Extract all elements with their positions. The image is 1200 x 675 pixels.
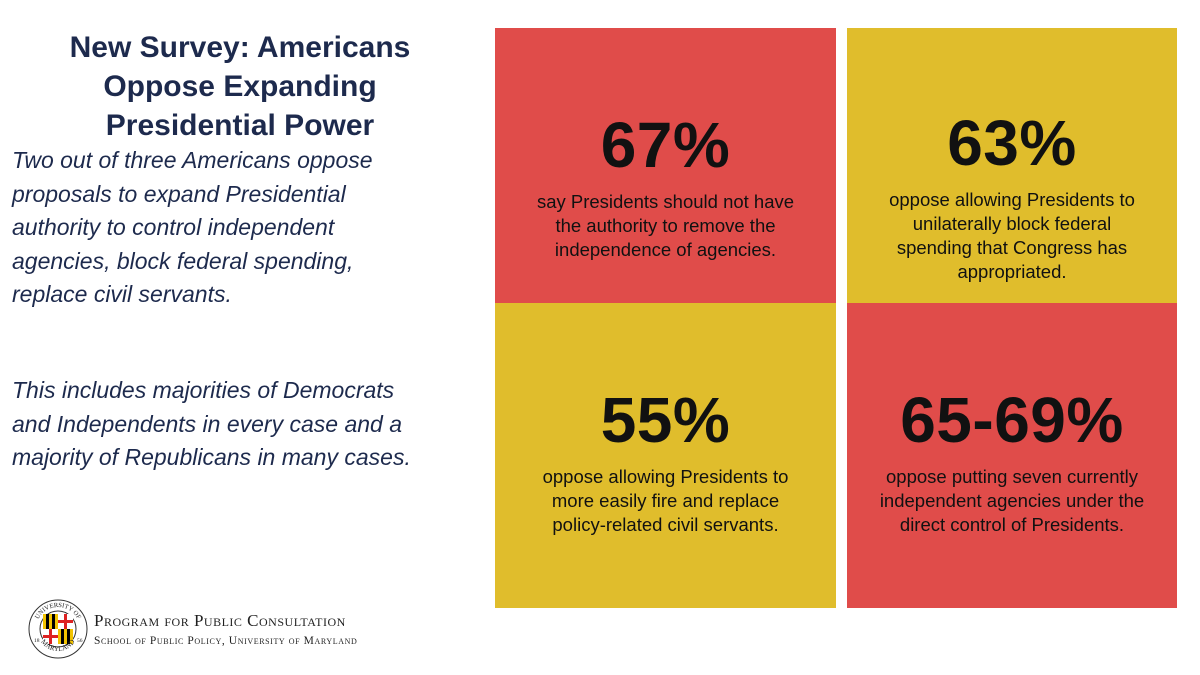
stats-grid: 67% say Presidents should not have the a…: [495, 28, 1177, 608]
stat-description: oppose putting seven currently independe…: [879, 466, 1145, 535]
stat-card-civil-servants: 55% oppose allowing Presidents to more e…: [495, 303, 836, 608]
seal-year-right: 56: [77, 638, 83, 644]
stat-card-independent-agencies: 65-69% oppose putting seven currently in…: [847, 303, 1177, 608]
university-seal-icon: UNIVERSITY OF MARYLAND 18 56: [28, 599, 88, 659]
svg-text:MARYLAND: MARYLAND: [39, 638, 76, 653]
stat-description: oppose allowing Presidents to more easil…: [542, 466, 789, 535]
stat-card-agency-independence: 67% say Presidents should not have the a…: [495, 28, 836, 318]
stat-card-federal-spending: 63% oppose allowing Presidents to unilat…: [847, 28, 1177, 318]
detail-text: This includes majorities of Democrats an…: [12, 377, 411, 470]
school-name: School of Public Policy, University of M…: [94, 635, 358, 647]
intro-text: Two out of three Americans oppose propos…: [12, 147, 373, 307]
seal-bottom-text: MARYLAND: [39, 638, 76, 653]
stat-value: 67%: [600, 109, 731, 181]
stat-description: oppose allowing Presidents to unilateral…: [889, 189, 1135, 282]
program-name: Program for Public Consultation: [94, 611, 346, 630]
ppc-logo: UNIVERSITY OF MARYLAND 18 56 Program for…: [28, 598, 408, 662]
seal-year-left: 18: [34, 638, 40, 644]
stat-value: 55%: [600, 384, 731, 456]
page-title: New Survey: Americans Oppose Expanding P…: [69, 31, 411, 142]
stat-description: say Presidents should not have the autho…: [536, 191, 795, 260]
stat-value: 63%: [947, 107, 1077, 179]
logo-text: Program for Public Consultation School o…: [94, 611, 357, 647]
left-panel: New Survey: Americans Oppose Expanding P…: [20, 28, 460, 145]
stat-value: 65-69%: [900, 384, 1124, 456]
